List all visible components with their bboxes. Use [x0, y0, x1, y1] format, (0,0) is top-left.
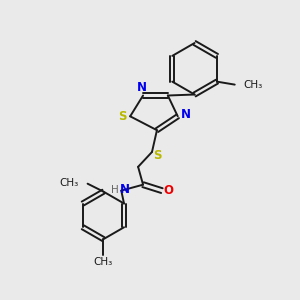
Text: S: S — [118, 110, 127, 123]
Text: CH₃: CH₃ — [94, 257, 113, 267]
Text: N: N — [181, 108, 191, 121]
Text: N: N — [120, 183, 130, 196]
Text: O: O — [164, 184, 174, 197]
Text: CH₃: CH₃ — [244, 80, 263, 90]
Text: H: H — [111, 184, 119, 195]
Text: CH₃: CH₃ — [59, 178, 79, 188]
Text: S: S — [153, 149, 161, 162]
Text: N: N — [137, 81, 147, 94]
